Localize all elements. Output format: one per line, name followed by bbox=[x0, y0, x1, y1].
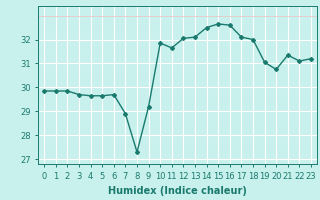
X-axis label: Humidex (Indice chaleur): Humidex (Indice chaleur) bbox=[108, 186, 247, 196]
